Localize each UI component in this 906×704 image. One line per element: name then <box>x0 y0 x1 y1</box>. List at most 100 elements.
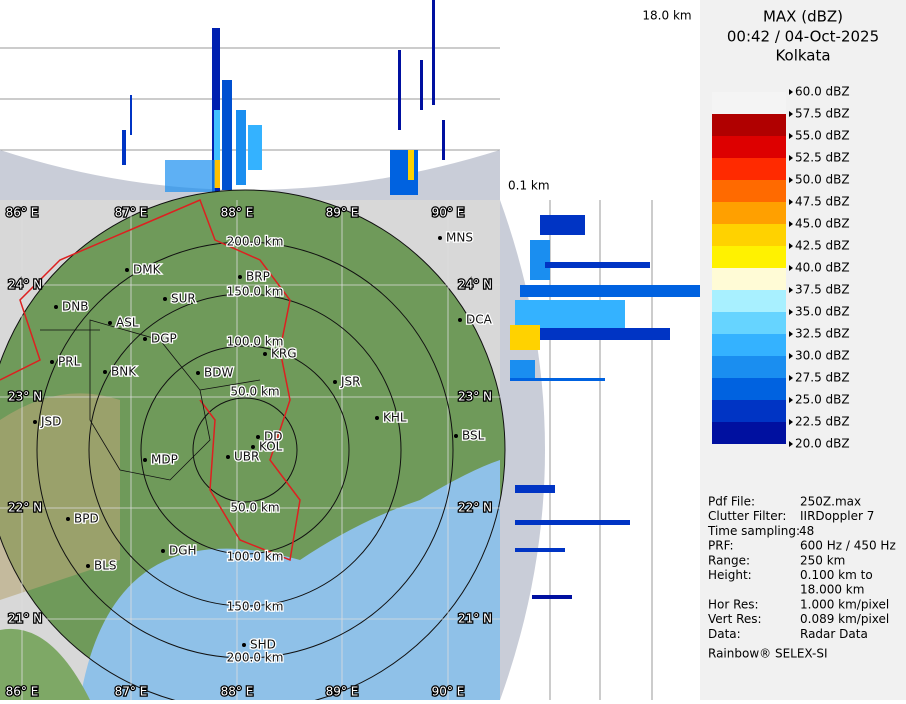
city-label: DMK <box>133 263 162 277</box>
city-dot <box>66 517 70 521</box>
legend-band <box>712 202 786 224</box>
lat-label: 23° N <box>458 390 492 404</box>
lon-label: 87° E <box>115 206 148 220</box>
legend-tick <box>789 397 793 403</box>
info-key: PRF: <box>708 539 734 553</box>
lon-label: 87° E <box>115 685 148 699</box>
ring-label: 200.0 km <box>227 235 284 249</box>
legend-label: 25.0 dBZ <box>795 393 850 407</box>
legend-tick <box>789 265 793 271</box>
lat-label: 23° N <box>8 390 42 404</box>
legend-label: 47.5 dBZ <box>795 195 850 209</box>
lon-label: 89° E <box>326 206 359 220</box>
ring-label: 150.0 km <box>227 285 284 299</box>
lon-label: 89° E <box>326 685 359 699</box>
city-dot <box>103 370 107 374</box>
ring-label: 150.0 km <box>227 600 284 614</box>
lon-label: 90° E <box>432 206 465 220</box>
lon-label: 86° E <box>6 206 39 220</box>
legend-tick <box>789 331 793 337</box>
info-value: 0.089 km/pixel <box>800 612 889 626</box>
legend-label: 35.0 dBZ <box>795 305 850 319</box>
range-ring <box>88 293 402 607</box>
legend-tick <box>789 353 793 359</box>
ring-label: 100.0 km <box>227 335 284 349</box>
district-border <box>40 319 261 481</box>
info-key: Clutter Filter: <box>708 509 786 523</box>
info-key: Pdf File: <box>708 495 755 509</box>
lat-label: 21° N <box>8 612 42 626</box>
legend-band <box>712 224 786 246</box>
state-border <box>0 199 301 562</box>
legend-label: 42.5 dBZ <box>795 239 850 253</box>
lon-label: 86° E <box>6 685 39 699</box>
legend-tick <box>789 177 793 183</box>
horizontal-echoes <box>510 215 700 599</box>
side-height-label: 0.1 km <box>508 179 550 193</box>
legend-label: 57.5 dBZ <box>795 107 850 121</box>
top-height-label: 18.0 km <box>642 9 691 23</box>
legend-tick <box>789 221 793 227</box>
city-label: BRP <box>246 270 270 284</box>
city-label: DGH <box>169 544 197 558</box>
city-dot <box>143 458 147 462</box>
legend-label: 55.0 dBZ <box>795 129 850 143</box>
legend-label: 60.0 dBZ <box>795 85 850 99</box>
info-value: IIRDoppler 7 <box>800 509 874 523</box>
city-label: BNK <box>111 365 137 379</box>
city-label: BLS <box>94 559 117 573</box>
city-label: SUR <box>171 292 196 306</box>
legend-band <box>712 378 786 400</box>
legend-band <box>712 312 786 334</box>
info-value: 48 <box>799 524 814 538</box>
city-label: KOL <box>259 440 283 454</box>
city-dot <box>251 445 255 449</box>
legend-label: 37.5 dBZ <box>795 283 850 297</box>
lon-label: 88° E <box>221 685 254 699</box>
city-dot <box>238 275 242 279</box>
info-value: 600 Hz / 450 Hz <box>800 539 896 553</box>
range-ring <box>140 345 350 555</box>
city-label: DGP <box>151 332 177 346</box>
city-dot <box>226 455 230 459</box>
range-ring <box>36 241 454 659</box>
legend-label: 20.0 dBZ <box>795 437 850 451</box>
legend-band <box>712 136 786 158</box>
city-label: PRL <box>58 355 81 369</box>
legend-tick <box>789 133 793 139</box>
city-dot <box>454 434 458 438</box>
info-value: Radar Data <box>800 627 868 641</box>
legend-label: 32.5 dBZ <box>795 327 850 341</box>
legend-label: 52.5 dBZ <box>795 151 850 165</box>
legend-label: 45.0 dBZ <box>795 217 850 231</box>
lat-label: 24° N <box>8 278 42 292</box>
city-dot <box>333 380 337 384</box>
city-label: DD <box>264 430 282 444</box>
lat-label: 22° N <box>8 501 42 515</box>
city-label: JSD <box>40 415 61 429</box>
city-label: BPD <box>74 512 99 526</box>
info-key: Vert Res: <box>708 612 762 626</box>
lon-label: 88° E <box>221 206 254 220</box>
lat-label: 24° N <box>458 278 492 292</box>
legend-tick <box>789 111 793 117</box>
datetime: 00:42 / 04-Oct-2025 <box>727 28 879 46</box>
city-dot <box>50 360 54 364</box>
city-dot <box>263 352 267 356</box>
legend-tick <box>789 375 793 381</box>
legend-band <box>712 334 786 356</box>
title: MAX (dBZ) <box>763 8 843 26</box>
legend-label: 50.0 dBZ <box>795 173 850 187</box>
info-value: 18.000 km <box>800 583 864 597</box>
ring-label: 100.0 km <box>227 550 284 564</box>
map <box>0 189 506 704</box>
legend-tick <box>789 419 793 425</box>
footer: Rainbow® SELEX-SI <box>708 647 828 661</box>
city-label: MDP <box>151 453 178 467</box>
ring-label: 50.0 km <box>230 501 279 515</box>
info-value: 1.000 km/pixel <box>800 597 889 611</box>
city-dot <box>242 643 246 647</box>
city-dot <box>256 435 260 439</box>
lat-label: 21° N <box>458 612 492 626</box>
